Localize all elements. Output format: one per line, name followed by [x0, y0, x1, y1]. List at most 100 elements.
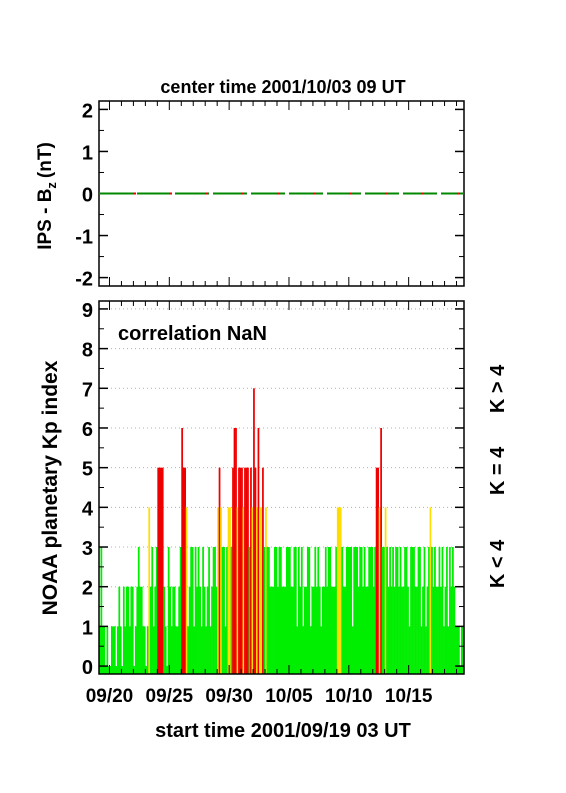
kp-bar	[233, 427, 236, 674]
kp-bar	[362, 586, 365, 674]
bz-y-ticks: -2 -1 0 1 2	[75, 100, 464, 291]
kp-bar	[329, 547, 332, 674]
kp-y-label: NOAA planetary Kp index	[39, 360, 62, 615]
kp-bar	[269, 586, 272, 674]
kp-bar	[423, 547, 426, 674]
kp-bar	[416, 586, 418, 674]
kp-bar	[280, 547, 282, 674]
kp-bar	[197, 547, 200, 674]
kp-bar	[193, 626, 195, 674]
kp-bar	[268, 547, 270, 674]
kp-bar	[360, 547, 363, 674]
kp-bar	[206, 586, 209, 674]
kp-bar	[209, 626, 212, 674]
kp-bar	[399, 547, 402, 674]
kp-bar	[187, 626, 190, 674]
kp-bar	[191, 547, 194, 674]
kp-bar	[190, 547, 192, 674]
kp-bar	[458, 626, 460, 674]
kp-bar	[317, 547, 320, 674]
kp-bar	[163, 586, 166, 674]
kp-bar	[318, 586, 321, 674]
kp-bar	[356, 547, 359, 674]
kp-bar	[345, 547, 348, 674]
kp-bar	[173, 586, 176, 674]
kp-bar	[128, 626, 131, 674]
kp-bar	[154, 586, 157, 674]
kp-y-tick-label: 7	[82, 379, 93, 401]
kp-bar	[327, 547, 330, 674]
kp-bar	[131, 586, 134, 674]
kp-bar	[389, 547, 391, 674]
kp-bar	[348, 547, 351, 674]
kp-bar	[175, 626, 178, 674]
kp-bar	[236, 507, 239, 674]
kp-bar	[205, 626, 207, 674]
kp-bar	[359, 547, 362, 674]
kp-bar	[218, 467, 221, 674]
kp-bar	[115, 666, 118, 674]
kp-bar	[110, 626, 113, 674]
kp-bar	[158, 467, 161, 674]
kp-bar	[253, 388, 255, 674]
kp-bar	[402, 586, 405, 674]
kp-bar	[455, 626, 457, 674]
legend-k-lt-4: K < 4	[487, 539, 509, 588]
kp-bar	[380, 427, 382, 674]
kp-bar	[251, 507, 254, 674]
bz-y-tick-label: 2	[82, 100, 93, 122]
kp-bar	[293, 547, 296, 674]
kp-bar	[296, 626, 299, 674]
kp-bar	[152, 626, 155, 674]
kp-bar	[130, 586, 133, 674]
bz-y-label-subscript: z	[44, 182, 59, 189]
kp-bar	[341, 547, 344, 674]
kp-bar	[354, 547, 357, 674]
kp-bar	[422, 586, 424, 674]
kp-bar	[288, 547, 291, 674]
kp-bar	[419, 547, 421, 674]
kp-bar	[339, 507, 342, 674]
kp-bar	[112, 626, 115, 674]
kp-y-tick-label: 5	[82, 459, 93, 481]
kp-bar	[438, 547, 441, 674]
kp-bar	[145, 666, 148, 674]
kp-bar	[411, 547, 414, 674]
kp-bar	[182, 467, 185, 674]
kp-x-ticks: 09/20 09/25 09/30 10/05 10/10 10/15	[86, 301, 458, 707]
kp-bar	[224, 626, 227, 674]
kp-bar	[449, 547, 451, 674]
kp-bar	[133, 666, 136, 674]
kp-bar	[338, 507, 341, 674]
kp-bar	[169, 586, 172, 674]
bz-panel: center time 2001/10/03 09 UT -2 -1 0 1 2 IPS…	[35, 77, 465, 291]
kp-bar	[113, 626, 116, 674]
kp-bar	[450, 586, 453, 674]
kp-bar	[203, 586, 206, 674]
kp-bar	[371, 547, 373, 674]
kp-bar	[381, 547, 384, 674]
bz-y-tick-label: -1	[75, 227, 93, 249]
kp-bar	[441, 547, 444, 674]
kp-bar	[278, 547, 281, 674]
kp-bar	[287, 547, 290, 674]
kp-bar	[377, 467, 379, 674]
kp-bar	[241, 467, 243, 674]
kp-y-tick-label: 9	[82, 300, 93, 322]
kp-x-tick-label: 09/30	[205, 686, 253, 707]
kp-bar	[107, 666, 110, 674]
kp-bar	[336, 507, 339, 674]
kp-bar	[368, 547, 371, 674]
kp-bar	[300, 547, 303, 674]
kp-bar	[125, 586, 128, 674]
kp-bar	[146, 626, 149, 674]
kp-bar	[235, 427, 237, 674]
kp-bar	[405, 547, 408, 674]
kp-bar	[124, 626, 127, 674]
kp-y-tick-label: 4	[82, 498, 94, 520]
kp-bar	[118, 586, 121, 674]
kp-bar	[119, 626, 122, 674]
kp-bar	[157, 467, 160, 674]
kp-bar	[248, 547, 251, 674]
